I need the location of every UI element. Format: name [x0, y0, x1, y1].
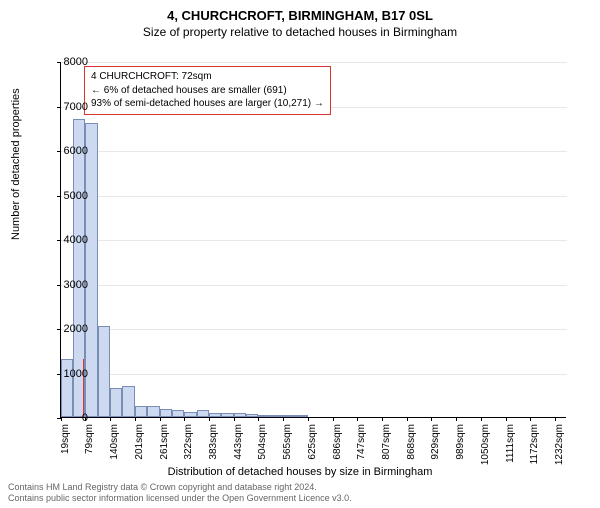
gridline — [61, 285, 567, 286]
histogram-bar — [110, 388, 122, 417]
histogram-bar — [160, 409, 173, 417]
x-tick — [481, 417, 482, 421]
x-tick-label: 625sqm — [307, 424, 318, 468]
x-tick — [530, 417, 531, 421]
y-tick-label: 7000 — [48, 101, 88, 113]
y-tick-label: 6000 — [48, 145, 88, 157]
x-tick-label: 1111sqm — [505, 424, 516, 468]
x-tick — [407, 417, 408, 421]
x-tick — [506, 417, 507, 421]
x-tick — [135, 417, 136, 421]
x-tick-label: 443sqm — [233, 424, 244, 468]
gridline — [61, 62, 567, 63]
x-tick-label: 929sqm — [430, 424, 441, 468]
x-tick-label: 565sqm — [282, 424, 293, 468]
histogram-bar — [246, 414, 258, 417]
histogram-bar — [221, 413, 233, 417]
histogram-bar — [295, 415, 307, 417]
x-tick-label: 807sqm — [381, 424, 392, 468]
chart-area: 4 CHURCHCROFT: 72sqm ← 6% of detached ho… — [60, 62, 566, 418]
title-main: 4, CHURCHCROFT, BIRMINGHAM, B17 0SL — [0, 8, 600, 23]
x-tick-label: 989sqm — [455, 424, 466, 468]
plot — [60, 62, 566, 418]
x-tick — [209, 417, 210, 421]
x-tick — [308, 417, 309, 421]
x-tick-label: 79sqm — [84, 424, 95, 468]
x-tick-label: 1232sqm — [554, 424, 565, 468]
x-tick — [283, 417, 284, 421]
histogram-bar — [122, 386, 135, 417]
histogram-bar — [98, 326, 111, 417]
x-tick — [258, 417, 259, 421]
footer-line1: Contains HM Land Registry data © Crown c… — [8, 482, 352, 493]
gridline — [61, 329, 567, 330]
x-tick — [456, 417, 457, 421]
annotation-line2: ← 6% of detached houses are smaller (691… — [91, 84, 324, 98]
footer: Contains HM Land Registry data © Crown c… — [8, 482, 352, 504]
y-tick-label: 4000 — [48, 234, 88, 246]
annotation-line1: 4 CHURCHCROFT: 72sqm — [91, 70, 324, 84]
x-tick — [382, 417, 383, 421]
y-tick-label: 1000 — [48, 368, 88, 380]
x-tick-label: 383sqm — [208, 424, 219, 468]
x-tick — [357, 417, 358, 421]
y-axis-label: Number of detached properties — [10, 88, 22, 240]
y-tick-label: 2000 — [48, 323, 88, 335]
histogram-bar — [184, 412, 196, 417]
y-tick-label: 3000 — [48, 279, 88, 291]
histogram-bar — [197, 410, 210, 417]
x-tick — [555, 417, 556, 421]
x-tick-label: 1050sqm — [480, 424, 491, 468]
gridline — [61, 374, 567, 375]
annotation-box: 4 CHURCHCROFT: 72sqm ← 6% of detached ho… — [84, 66, 331, 115]
x-tick — [110, 417, 111, 421]
x-tick-label: 19sqm — [60, 424, 71, 468]
gridline — [61, 240, 567, 241]
x-tick-label: 201sqm — [134, 424, 145, 468]
histogram-bar — [135, 406, 147, 417]
x-tick-label: 322sqm — [183, 424, 194, 468]
footer-line2: Contains public sector information licen… — [8, 493, 352, 504]
x-tick — [234, 417, 235, 421]
histogram-bar — [283, 415, 295, 417]
x-tick-label: 140sqm — [109, 424, 120, 468]
gridline — [61, 151, 567, 152]
annotation-line3: 93% of semi-detached houses are larger (… — [91, 97, 324, 111]
x-tick-label: 504sqm — [257, 424, 268, 468]
x-tick-label: 747sqm — [356, 424, 367, 468]
gridline — [61, 196, 567, 197]
x-tick — [431, 417, 432, 421]
y-tick-label: 5000 — [48, 190, 88, 202]
histogram-bar — [258, 415, 270, 417]
histogram-bar — [234, 413, 247, 417]
x-tick-label: 686sqm — [332, 424, 343, 468]
histogram-bar — [172, 410, 184, 417]
x-tick — [333, 417, 334, 421]
histogram-bar — [209, 413, 221, 417]
y-tick-label: 0 — [48, 412, 88, 424]
x-tick-label: 1172sqm — [529, 424, 540, 468]
x-tick — [184, 417, 185, 421]
title-sub: Size of property relative to detached ho… — [0, 25, 600, 39]
x-tick-label: 261sqm — [159, 424, 170, 468]
x-tick — [160, 417, 161, 421]
histogram-bar — [271, 415, 284, 417]
x-tick-label: 868sqm — [406, 424, 417, 468]
histogram-bar — [147, 406, 159, 417]
y-tick-label: 8000 — [48, 56, 88, 68]
